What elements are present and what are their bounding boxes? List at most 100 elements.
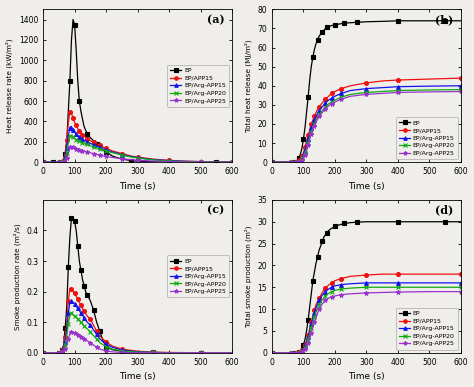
EP/APP15 <box>229 350 235 355</box>
EP/Arg-APP20 <box>316 302 322 307</box>
Line: EP/APP15: EP/APP15 <box>41 287 234 355</box>
EP/Arg-APP20 <box>67 314 73 319</box>
EP/APP15 <box>55 160 60 164</box>
EP <box>69 38 74 42</box>
EP/APP15 <box>229 160 235 164</box>
EP/APP15 <box>69 286 74 291</box>
Legend: EP, EP/APP15, EP/Arg-APP15, EP/Arg-APP20, EP/Arg-APP25: EP, EP/APP15, EP/Arg-APP15, EP/Arg-APP20… <box>167 255 229 297</box>
EP/APP15 <box>294 160 300 164</box>
EP/APP15 <box>151 350 156 354</box>
EP/Arg-APP20 <box>70 312 76 317</box>
EP/Arg-APP20 <box>65 321 71 326</box>
EP/APP15 <box>364 80 369 85</box>
EP/Arg-APP25 <box>70 330 76 335</box>
EP <box>310 55 316 60</box>
EP/Arg-APP25 <box>296 160 301 164</box>
EP/Arg-APP20 <box>309 325 314 330</box>
EP <box>332 22 338 27</box>
EP/APP15 <box>302 145 308 149</box>
EP/APP15 <box>285 160 291 164</box>
EP/Arg-APP25 <box>53 350 59 355</box>
EP/Arg-APP25 <box>80 335 85 340</box>
EP/Arg-APP15 <box>291 160 297 164</box>
EP/Arg-APP25 <box>135 350 140 355</box>
EP <box>338 222 344 227</box>
EP/Arg-APP15 <box>307 329 312 333</box>
EP/APP15 <box>458 76 464 80</box>
EP/Arg-APP15 <box>65 311 71 315</box>
EP/Arg-APP20 <box>288 160 294 164</box>
EP/Arg-APP25 <box>73 146 79 151</box>
EP/Arg-APP20 <box>364 285 369 289</box>
EP/Arg-APP15 <box>307 131 312 136</box>
EP/Arg-APP15 <box>64 327 70 332</box>
EP/APP15 <box>319 101 325 105</box>
EP <box>321 28 327 33</box>
EP/Arg-APP15 <box>70 300 76 305</box>
EP/Arg-APP25 <box>285 160 291 164</box>
EP/Arg-APP25 <box>304 344 310 349</box>
EP/Arg-APP25 <box>67 145 73 150</box>
Y-axis label: Total heat release (MJ/m²): Total heat release (MJ/m²) <box>244 39 252 132</box>
EP/Arg-APP15 <box>288 350 294 355</box>
EP/Arg-APP15 <box>309 125 314 130</box>
EP/Arg-APP20 <box>58 160 64 164</box>
EP <box>291 160 297 164</box>
EP <box>67 234 73 239</box>
EP <box>297 152 303 157</box>
EP/Arg-APP25 <box>94 152 100 157</box>
EP <box>53 350 59 355</box>
EP <box>64 305 70 309</box>
EP/APP15 <box>458 272 464 276</box>
EP/Arg-APP15 <box>61 158 66 163</box>
EP/Arg-APP25 <box>326 296 331 300</box>
EP <box>285 350 291 355</box>
EP/Arg-APP20 <box>304 342 310 346</box>
EP/Arg-APP25 <box>311 320 317 325</box>
EP <box>326 228 331 233</box>
EP/Arg-APP20 <box>379 285 385 289</box>
EP/Arg-APP25 <box>78 334 84 339</box>
X-axis label: Time (s): Time (s) <box>348 182 385 190</box>
EP/Arg-APP15 <box>128 154 134 159</box>
Y-axis label: Total smoke production (m²): Total smoke production (m²) <box>244 226 252 327</box>
EP/Arg-APP15 <box>269 160 275 164</box>
EP/Arg-APP20 <box>285 350 291 355</box>
EP/Arg-APP20 <box>292 160 298 164</box>
EP/Arg-APP25 <box>301 348 306 353</box>
EP/APP15 <box>109 344 115 348</box>
EP <box>166 160 172 164</box>
EP/APP15 <box>329 91 335 96</box>
EP/APP15 <box>61 157 66 162</box>
EP/Arg-APP25 <box>103 349 109 353</box>
EP/APP15 <box>64 137 70 142</box>
EP/Arg-APP25 <box>427 289 432 294</box>
EP/APP15 <box>166 158 172 163</box>
EP/Arg-APP15 <box>301 346 306 351</box>
EP <box>62 152 68 156</box>
EP/Arg-APP20 <box>297 350 303 354</box>
EP <box>364 219 369 224</box>
EP/APP15 <box>329 281 335 285</box>
EP/Arg-APP15 <box>80 137 85 142</box>
EP/Arg-APP25 <box>40 350 46 355</box>
EP/Arg-APP20 <box>62 343 68 348</box>
EP/APP15 <box>213 159 219 164</box>
EP <box>299 146 305 151</box>
EP/Arg-APP20 <box>53 350 59 355</box>
EP/Arg-APP20 <box>73 315 79 320</box>
EP/APP15 <box>97 143 103 148</box>
EP <box>364 19 369 24</box>
EP/Arg-APP15 <box>81 138 87 142</box>
Line: EP: EP <box>270 219 463 355</box>
EP/APP15 <box>297 156 303 161</box>
EP <box>84 292 90 297</box>
EP/Arg-APP25 <box>294 350 300 355</box>
EP/Arg-APP15 <box>151 350 156 355</box>
EP/APP15 <box>285 350 291 355</box>
EP/Arg-APP15 <box>135 155 140 160</box>
Text: (d): (d) <box>435 204 453 216</box>
EP/Arg-APP25 <box>119 350 125 355</box>
EP/Arg-APP20 <box>395 88 401 93</box>
EP/APP15 <box>75 297 81 301</box>
